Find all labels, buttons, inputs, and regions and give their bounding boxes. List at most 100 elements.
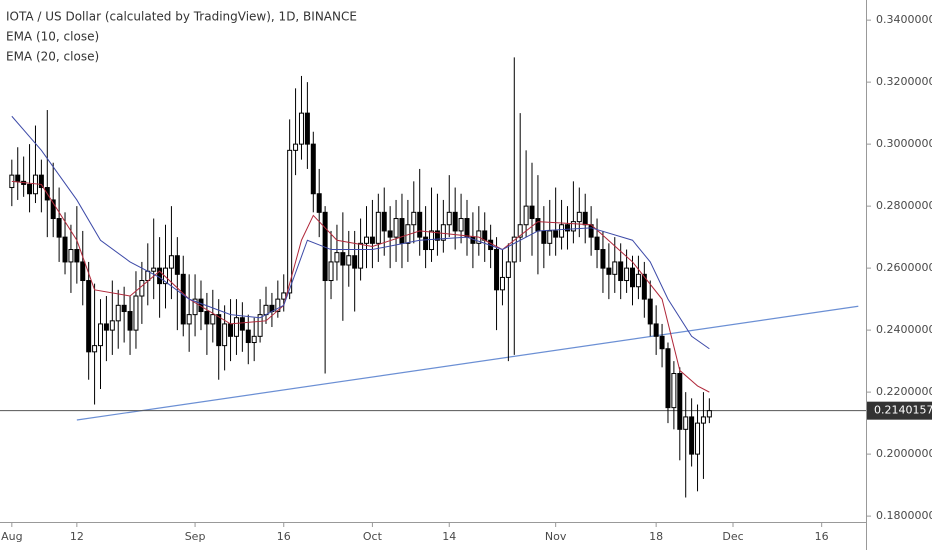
candle-body [387, 230, 393, 238]
candle-body [700, 416, 706, 424]
candle-body [204, 311, 210, 325]
candle-body [417, 211, 423, 238]
candle-body [27, 183, 33, 195]
candle-body [92, 345, 98, 353]
candle-body [222, 323, 228, 347]
candle-body [62, 236, 68, 263]
candle-body [281, 292, 287, 300]
candle-body [103, 323, 109, 331]
candle-body [127, 311, 133, 331]
y-tick-label: 0.30000000 [876, 137, 932, 150]
candle-body [446, 211, 452, 226]
x-tick-label: 14 [442, 530, 456, 543]
y-tick-label: 0.20000000 [876, 447, 932, 460]
candle-body [186, 314, 192, 325]
candle-body [582, 211, 588, 226]
candle-body [630, 267, 636, 288]
candle-body [606, 267, 612, 275]
candle-body [434, 230, 440, 241]
y-tick-label: 0.32000000 [876, 75, 932, 88]
candle-body [68, 249, 74, 263]
candle-body [216, 314, 222, 347]
candle-body [109, 320, 115, 331]
candle-body [677, 373, 683, 430]
x-tick-label: 12 [70, 530, 84, 543]
candle-body [139, 280, 145, 297]
candle-body [600, 249, 606, 269]
candle-body [210, 314, 216, 325]
candle-body [174, 255, 180, 275]
candle-body [499, 276, 505, 291]
candle-body [618, 261, 624, 282]
x-tick-label: Oct [363, 530, 383, 543]
candle-body [429, 230, 435, 251]
candle-body [304, 112, 310, 145]
candle-body [523, 205, 529, 226]
candle-body [706, 410, 712, 418]
candle-body [635, 273, 641, 288]
candle-body [440, 224, 446, 241]
candle-body [689, 416, 695, 455]
candle-body [547, 230, 553, 244]
candle-body [541, 230, 547, 244]
candle-body [163, 267, 169, 285]
candle-body [594, 236, 600, 251]
candle-body [695, 422, 701, 455]
trendline [76, 305, 859, 421]
candle-body [482, 230, 488, 241]
y-tick-label: 0.28000000 [876, 199, 932, 212]
candle-body [352, 255, 358, 269]
y-tick-label: 0.22000000 [876, 385, 932, 398]
candle-body [287, 149, 293, 294]
candle-body [168, 255, 174, 269]
candle-body [38, 174, 44, 189]
candle-body [115, 304, 121, 322]
candle-body [293, 143, 299, 151]
candle-body [298, 112, 304, 145]
last-price-box [867, 401, 932, 420]
y-tick-label: 0.26000000 [876, 261, 932, 274]
candle-body [576, 211, 582, 223]
candle-body [328, 261, 334, 282]
candle-body [251, 335, 257, 344]
candle-body [564, 224, 570, 232]
candle-body [671, 373, 677, 409]
candle-body [340, 252, 346, 266]
last-price-label: 0.21401572 [874, 404, 932, 417]
candle-body [15, 174, 21, 182]
candle-body [653, 323, 659, 337]
ema-line [11, 115, 710, 350]
candle-body [452, 211, 458, 232]
candle-body [381, 211, 387, 232]
candle-body [263, 304, 269, 316]
candle-body [363, 236, 369, 244]
candle-body [80, 261, 86, 282]
candle-body [647, 298, 653, 325]
candle-body [553, 230, 559, 238]
candle-body [494, 249, 500, 291]
candle-body [192, 298, 198, 316]
candle-body [529, 205, 535, 220]
candle-body [375, 211, 381, 244]
x-tick-label: Dec [722, 530, 743, 543]
candle-body [470, 236, 476, 244]
candle-body [74, 249, 80, 263]
candle-body [257, 314, 263, 337]
candle-body [505, 261, 511, 278]
candle-body [559, 224, 565, 238]
candle-body [399, 218, 405, 244]
candle-body [97, 323, 103, 347]
y-tick-label: 0.24000000 [876, 323, 932, 336]
candle-body [145, 270, 151, 282]
candle-body [133, 295, 139, 331]
candle-body [464, 218, 470, 238]
candle-body [369, 236, 375, 244]
candle-body [334, 252, 340, 263]
legend-entry: EMA (10, close) [6, 30, 99, 44]
candle-body [665, 348, 671, 409]
legend-title: IOTA / US Dollar (calculated by TradingV… [6, 10, 357, 24]
x-tick-label: Sep [185, 530, 206, 543]
candle-body [346, 255, 352, 266]
candle-body [157, 267, 163, 285]
